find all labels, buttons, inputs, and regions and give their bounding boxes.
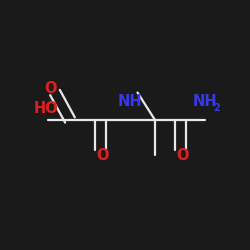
Text: O: O bbox=[96, 148, 109, 162]
Text: HO: HO bbox=[34, 101, 58, 116]
Text: O: O bbox=[176, 148, 189, 162]
Text: NH: NH bbox=[193, 94, 217, 109]
Text: 2: 2 bbox=[214, 103, 220, 113]
Text: NH: NH bbox=[118, 94, 142, 109]
Text: O: O bbox=[44, 81, 57, 96]
